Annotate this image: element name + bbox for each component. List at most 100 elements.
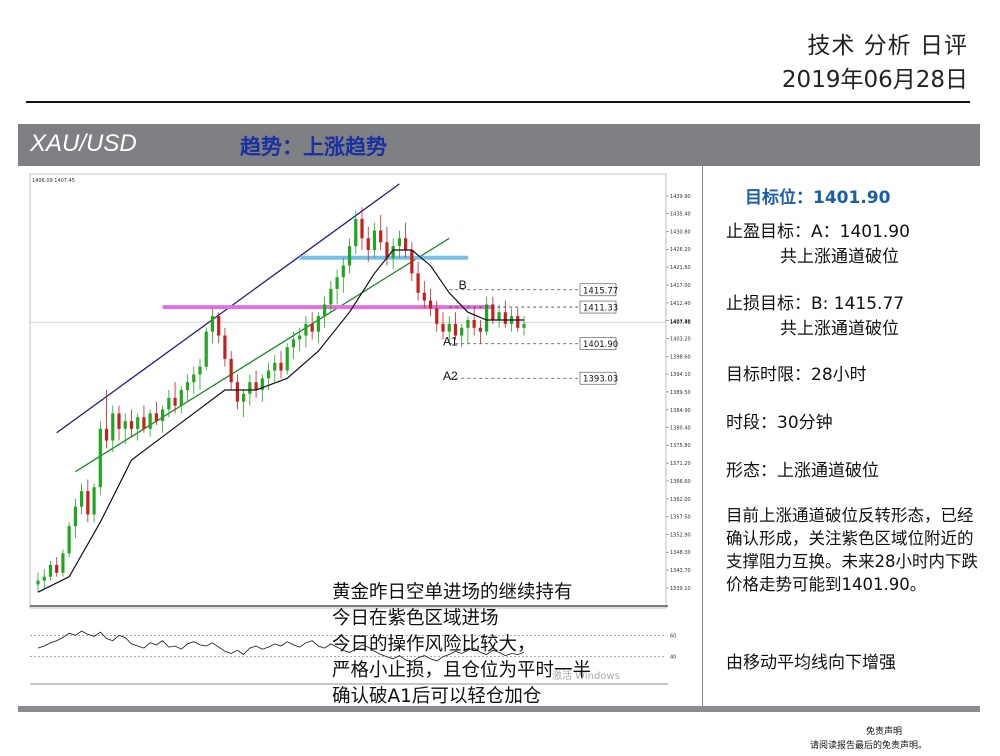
note-line-1: 黄金昨日空单进场的继续持有 — [332, 582, 573, 603]
candle-body — [273, 362, 277, 371]
candle-body — [67, 526, 71, 554]
candle-body — [298, 335, 302, 340]
candle-body — [104, 428, 109, 441]
target-heading: 目标位：1401.90 — [745, 183, 890, 208]
candle-body — [204, 331, 208, 367]
candle-body — [248, 382, 252, 394]
note-line-3: 今日的操作风险比较大， — [332, 634, 536, 655]
candle-body — [385, 242, 389, 258]
moving-average-line — [37, 249, 524, 593]
current-price-label: 1407.45 — [670, 320, 691, 326]
y-tick-label: 1384.90 — [670, 408, 691, 414]
symbol-label: XAU/USD — [30, 130, 137, 157]
take-profit-label: 止盈目标：A：1401.90 — [726, 222, 910, 242]
note-line-5: 确认破A1后可以轻仓加仓 — [332, 686, 542, 707]
candle-body — [441, 323, 445, 332]
candle-body — [341, 265, 345, 278]
candle-body — [179, 390, 183, 406]
y-tick-label: 1394.10 — [670, 372, 691, 378]
candle-body — [86, 491, 90, 515]
y-tick-label: 1389.50 — [670, 390, 691, 396]
y-tick-label: 1430.80 — [670, 229, 691, 235]
level-name-label: B — [459, 278, 467, 292]
candle-body — [354, 218, 358, 247]
candle-body — [73, 506, 77, 527]
candle-body — [117, 413, 121, 429]
y-tick-label: 1426.20 — [670, 247, 691, 253]
candle-body — [242, 393, 246, 402]
oscillator-level-label: 40 — [670, 655, 676, 661]
candle-body — [48, 565, 53, 577]
oscillator-line — [37, 630, 525, 663]
candle-body — [516, 316, 520, 328]
candle-body — [472, 320, 476, 328]
candle-body — [136, 417, 140, 429]
candle-body — [80, 491, 84, 507]
candle-body — [410, 250, 414, 274]
candle-body — [36, 580, 40, 585]
candle-body — [397, 238, 401, 247]
candle-body — [198, 366, 202, 375]
candle-body — [460, 327, 464, 336]
candle-body — [129, 421, 134, 429]
candle-body — [61, 553, 65, 573]
candle-body — [416, 273, 420, 293]
chart-area: 1406.09 1407.45 1439.90 1435.40 1430.80 1426… — [18, 166, 703, 707]
stop-loss-label: 止损目标：B: 1415.77 — [726, 294, 905, 314]
candle-body — [217, 316, 221, 336]
level-box — [579, 300, 617, 314]
windows-watermark: 激活 Windows — [552, 669, 620, 682]
level-name-label: A1 — [443, 335, 458, 349]
candle-body — [310, 323, 314, 332]
take-profit: 止盈目标：A：1401.90 共上涨通道破位 — [726, 217, 910, 267]
candle-body — [522, 323, 526, 328]
candle-body — [92, 487, 96, 515]
y-tick-label: 1407.80 — [670, 319, 691, 325]
disclaimer-title: 免责声明 — [866, 727, 903, 737]
y-tick-label: 1417.00 — [670, 283, 691, 289]
y-tick-label: 1375.80 — [670, 443, 691, 449]
report-date: 2019年06月28日 — [781, 67, 968, 93]
candle-body — [491, 304, 495, 320]
candle-body — [323, 304, 327, 317]
y-tick-label: 1348.30 — [670, 550, 691, 556]
candle-body — [478, 327, 482, 332]
level-box — [579, 337, 617, 351]
candle-body — [98, 428, 102, 488]
y-tick-label: 1343.70 — [670, 568, 691, 574]
level-box — [579, 283, 617, 297]
candle-body — [167, 397, 171, 410]
y-tick-label: 1339.10 — [670, 586, 691, 592]
plot-frame — [29, 173, 667, 609]
note-line-2: 今日在紫色区域进场 — [332, 608, 499, 629]
candle-body — [428, 300, 433, 309]
ma-note: 由移动平均线向下增强 — [726, 653, 896, 673]
target-label: 目标位： — [745, 188, 813, 208]
candle-body — [404, 238, 408, 250]
y-tick-label: 1435.40 — [670, 211, 691, 217]
level-value-label: 1401.90 — [583, 340, 618, 350]
price-chart: 1406.09 1407.45 1439.90 1435.40 1430.80 1426… — [29, 173, 691, 685]
candle-body — [422, 292, 426, 301]
candle-body — [279, 362, 283, 371]
level-value-label: 1415.77 — [583, 286, 618, 296]
candle-body — [372, 230, 377, 250]
y-tick-label: 1439.90 — [670, 194, 691, 200]
y-tick-label: 1398.60 — [670, 355, 691, 361]
report-title: 技术 分析 日评 — [807, 33, 968, 59]
level-box — [579, 371, 617, 385]
candle-body — [148, 413, 152, 429]
candle-body — [497, 312, 501, 320]
candle-body — [154, 413, 158, 422]
y-tick-label: 1421.60 — [670, 265, 691, 271]
candle-body — [185, 382, 190, 390]
candle-body — [304, 323, 308, 336]
disclaimer-text: 请阅读报告最后的免责声明。 — [810, 741, 928, 751]
note-line-4: 严格小止损，且仓位为平时一半 — [332, 660, 592, 681]
candle-body — [466, 320, 470, 328]
candle-body — [453, 323, 458, 336]
pattern: 形态：上涨通道破位 — [726, 461, 879, 481]
level-value-label: 1393.03 — [583, 375, 618, 385]
candle-body — [360, 218, 364, 239]
candle-body — [142, 417, 146, 429]
